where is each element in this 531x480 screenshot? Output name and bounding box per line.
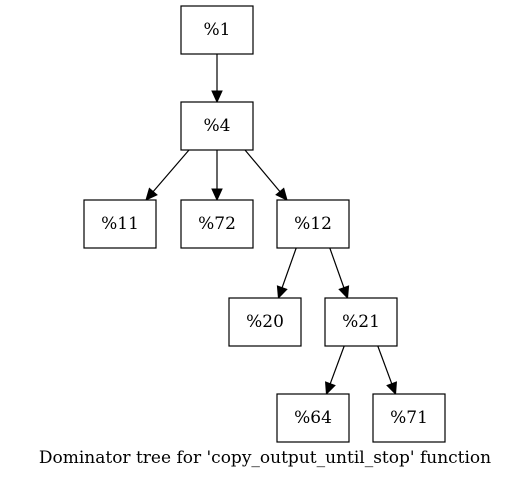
- tree-node-label: %4: [204, 116, 231, 136]
- tree-node-box: [372, 393, 446, 443]
- tree-node: %4: [180, 101, 254, 151]
- arrow-head: [276, 285, 288, 300]
- tree-node-box: [276, 199, 350, 249]
- tree-node-box: [324, 297, 398, 347]
- arrow-head: [325, 381, 336, 396]
- tree-node-label: %64: [294, 408, 332, 428]
- arrow-head: [211, 188, 223, 202]
- tree-node: %72: [180, 199, 254, 249]
- tree-node-box: [180, 101, 254, 151]
- tree-node-box: [180, 199, 254, 249]
- tree-edge: [329, 345, 345, 384]
- tree-node: %11: [83, 199, 157, 249]
- tree-node: %64: [276, 393, 350, 443]
- tree-node-label: %12: [294, 214, 332, 234]
- tree-node-box: [180, 5, 254, 55]
- tree-node-label: %11: [101, 214, 139, 234]
- diagram-caption: Dominator tree for 'copy_output_until_st…: [39, 448, 491, 468]
- arrow-head: [275, 187, 288, 201]
- tree-edge: [244, 149, 281, 192]
- tree-node: %20: [228, 297, 302, 347]
- tree-edge: [377, 345, 393, 384]
- tree-edge: [152, 149, 190, 193]
- tree-node-label: %20: [246, 312, 284, 332]
- nodes-layer: %1 %4 %11 %72 %12 %20 %21 %64 %71: [83, 5, 446, 443]
- tree-node-label: %72: [198, 214, 236, 234]
- edges-layer: [145, 54, 397, 396]
- tree-node-box: [83, 199, 157, 249]
- tree-node-label: %1: [204, 20, 231, 40]
- tree-edge: [329, 247, 345, 288]
- tree-node: %1: [180, 5, 254, 55]
- tree-node-box: [276, 393, 350, 443]
- tree-edge: [281, 247, 297, 288]
- tree-node: %21: [324, 297, 398, 347]
- arrow-head: [338, 285, 350, 300]
- tree-node: %12: [276, 199, 350, 249]
- arrow-head: [145, 187, 158, 201]
- tree-node-box: [228, 297, 302, 347]
- tree-node-label: %71: [390, 408, 428, 428]
- arrow-head: [386, 381, 397, 396]
- tree-node: %71: [372, 393, 446, 443]
- arrow-head: [211, 90, 223, 104]
- tree-node-label: %21: [342, 312, 380, 332]
